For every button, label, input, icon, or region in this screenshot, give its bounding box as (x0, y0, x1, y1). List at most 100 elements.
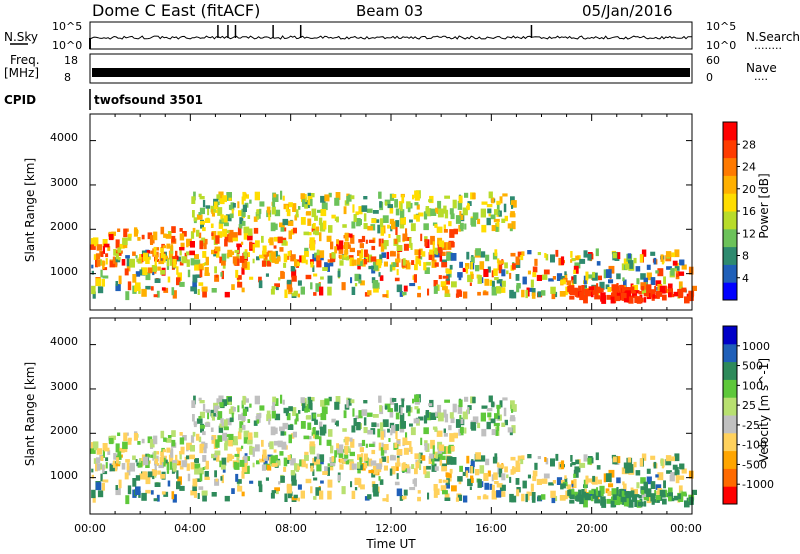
velocity-cell (445, 483, 450, 489)
velocity-cell (509, 493, 514, 503)
power-cell (650, 289, 656, 295)
velocity-cell (115, 463, 121, 467)
power-cell (261, 235, 264, 243)
power-cell (105, 253, 109, 258)
power-cell (479, 261, 485, 270)
colorbar-segment (723, 397, 737, 416)
power-cell (634, 290, 640, 294)
velocity-cell (504, 419, 508, 426)
power-cell (294, 215, 298, 221)
power-cell (248, 228, 253, 236)
velocity-cell (357, 462, 361, 469)
xtick-2000: 20:00 (576, 522, 608, 535)
velocity-cell (437, 404, 442, 413)
power-cell (650, 277, 656, 285)
velocity-cell (457, 494, 463, 501)
power-cell (395, 258, 401, 263)
velocity-cell (211, 435, 217, 444)
velocity-cell (443, 428, 446, 433)
power-cell (214, 274, 220, 282)
velocity-cell (290, 470, 296, 476)
velocity-cell (224, 443, 228, 451)
velocity-cell (450, 457, 457, 465)
power-cell (145, 272, 151, 281)
cpid-value: twofsound 3501 (94, 93, 203, 107)
power-cell (423, 262, 427, 271)
xtick-0400: 04:00 (174, 522, 206, 535)
power-cell (126, 262, 131, 272)
power-cell (348, 244, 351, 249)
velocity-cell (491, 474, 494, 482)
velocity-cell (214, 470, 217, 478)
velocity-cell (608, 483, 614, 488)
power-cell (515, 256, 520, 265)
velocity-cell (376, 463, 382, 470)
velocity-cell (641, 493, 647, 499)
power-cell (92, 291, 96, 299)
power-cell (198, 193, 202, 197)
power-cell (469, 282, 472, 286)
velocity-cell (498, 414, 502, 421)
velocity-cell (336, 420, 339, 427)
velocity-cell (259, 458, 265, 463)
power-cell (336, 244, 339, 250)
velocity-cell (438, 453, 443, 458)
velocity-cell (189, 445, 195, 452)
colorbar-segment (723, 468, 737, 487)
velocity-cell (286, 413, 291, 421)
velocity-cell (217, 435, 223, 442)
velocity-cell (156, 451, 160, 455)
power-cell (189, 241, 195, 248)
velocity-cell (510, 415, 515, 419)
velocity-cell (102, 443, 108, 451)
power-cell (394, 199, 398, 208)
power-cell (265, 273, 269, 277)
velocity-cell (501, 422, 506, 427)
power-cell (319, 286, 324, 296)
nsky-tick-bottom: 10^0 (52, 39, 82, 52)
velocity-cell (254, 395, 260, 405)
colorbar-tick-label: 500 (742, 360, 763, 373)
power-cell (420, 233, 423, 242)
velocity-cell (232, 407, 236, 412)
power-cell (350, 195, 355, 200)
power-cell (672, 260, 678, 266)
velocity-cell (163, 437, 167, 442)
power-cell (453, 228, 458, 235)
power-cell (432, 253, 435, 262)
power-cell (641, 249, 647, 257)
power-cell (496, 258, 500, 264)
velocity-cell (139, 458, 142, 463)
velocity-cell (167, 480, 171, 487)
velocity-cell (403, 464, 410, 469)
velocity-cell (154, 461, 157, 470)
power-cell (135, 255, 138, 259)
velocity-cell (634, 499, 638, 507)
power-cell (643, 277, 648, 283)
power-cell (400, 202, 403, 211)
power-cell (372, 261, 379, 271)
velocity-cell (228, 408, 232, 414)
velocity-cell (193, 489, 197, 498)
velocity-cell (275, 489, 279, 495)
power-cell (316, 226, 320, 231)
velocity-cell (327, 467, 330, 476)
velocity-cell (632, 497, 638, 501)
velocity-cell (241, 463, 248, 473)
power-cell (255, 240, 260, 248)
power-cell (279, 247, 284, 252)
power-xticks (89, 114, 693, 310)
velocity-cell (583, 499, 588, 508)
power-cell (338, 249, 344, 254)
power-cell (115, 253, 119, 260)
velocity-cell (655, 474, 659, 478)
power-cell (161, 287, 166, 291)
power-cell (275, 250, 278, 257)
velocity-cell (175, 454, 178, 464)
power-cell (354, 283, 358, 287)
velocity-cell (199, 424, 205, 429)
freq-panel: Freq. [MHz] 18 8 60 0 Nave .... (4, 53, 777, 84)
velocity-cell (100, 455, 104, 461)
power-cell (646, 284, 652, 294)
velocity-cell (158, 464, 165, 469)
